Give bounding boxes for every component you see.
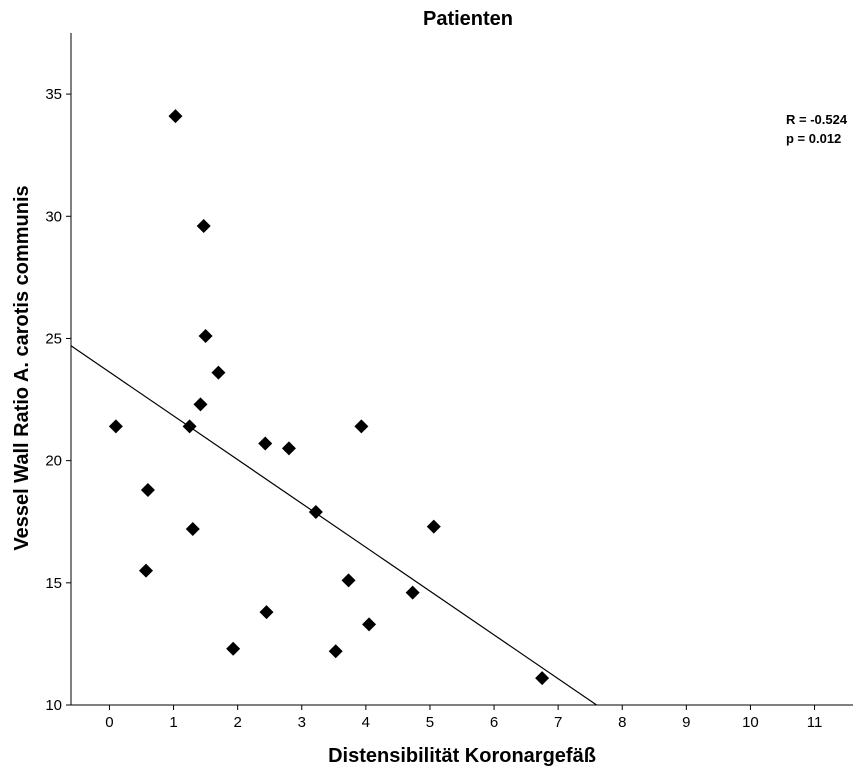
data-point (308, 504, 323, 519)
data-point (140, 482, 155, 497)
data-point (193, 397, 208, 412)
y-tick-label: 10 (45, 697, 62, 714)
x-tick-label: 2 (233, 714, 241, 731)
data-point (354, 419, 369, 434)
y-axis-label: Vessel Wall Ratio A. carotis communis (11, 185, 33, 550)
x-tick-label: 7 (554, 714, 562, 731)
x-tick-label: 3 (298, 714, 306, 731)
data-point (226, 641, 241, 656)
data-point (405, 585, 420, 600)
correlation-coefficient: R = -0.524 (786, 112, 848, 127)
data-point (168, 109, 183, 124)
data-point (185, 522, 200, 537)
x-tick-label: 4 (362, 714, 370, 731)
data-point (108, 419, 123, 434)
x-tick-label: 6 (490, 714, 498, 731)
y-tick-label: 30 (45, 208, 62, 225)
data-point (182, 419, 197, 434)
data-point (362, 617, 377, 632)
data-point (259, 605, 274, 620)
data-points (108, 109, 550, 686)
x-tick-label: 9 (682, 714, 690, 731)
x-tick-label: 10 (742, 714, 759, 731)
regression-line (70, 345, 597, 706)
chart-title: Patienten (423, 8, 513, 30)
p-value: p = 0.012 (786, 131, 841, 146)
x-axis-label: Distensibilität Koronargefäß (328, 745, 596, 767)
data-point (211, 365, 226, 380)
data-point (426, 519, 441, 534)
x-axis-ticks: 0 1 2 3 4 5 6 7 8 9 10 11 (105, 705, 822, 731)
data-point (281, 441, 296, 456)
x-tick-label: 5 (426, 714, 434, 731)
x-tick-label: 11 (807, 714, 823, 731)
data-point (258, 436, 273, 451)
data-point (138, 563, 153, 578)
x-tick-label: 8 (618, 714, 626, 731)
y-tick-label: 35 (45, 86, 62, 103)
data-point (196, 219, 211, 234)
data-point (198, 329, 213, 344)
data-point (328, 644, 343, 659)
y-axis-ticks: 10 15 20 25 30 35 (45, 86, 71, 714)
y-tick-label: 15 (45, 575, 62, 592)
data-point (535, 671, 550, 686)
y-tick-label: 25 (45, 330, 62, 347)
y-tick-label: 20 (45, 453, 62, 470)
x-tick-label: 0 (105, 714, 113, 731)
data-point (341, 573, 356, 588)
x-tick-label: 1 (169, 714, 177, 731)
